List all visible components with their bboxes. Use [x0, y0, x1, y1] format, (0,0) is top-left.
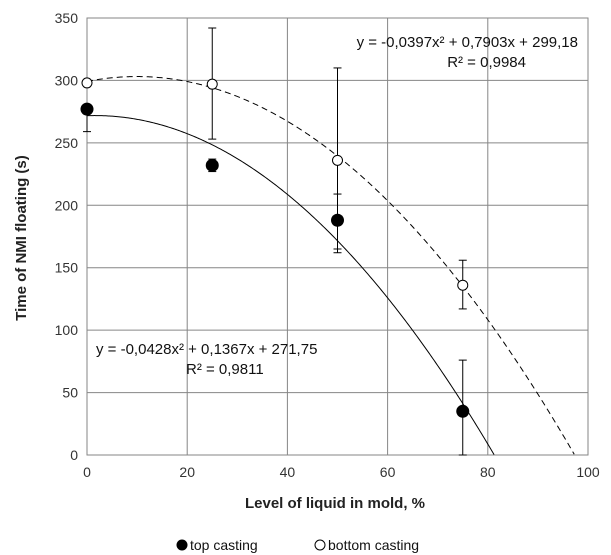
x-tick-label: 80: [480, 464, 496, 480]
point-top-casting: [80, 102, 94, 116]
y-axis-title: Time of NMI floating (s): [13, 155, 30, 321]
y-tick-label: 150: [55, 260, 79, 276]
point-bottom-casting: [206, 78, 218, 90]
point-top-casting: [456, 404, 470, 418]
tick-labels: 0 50 100 150 200 250 300 350 0 20 40 60 80 100: [55, 10, 600, 480]
legend-label-top-casting: top casting: [190, 537, 258, 553]
legend-marker-bottom-casting: [314, 539, 326, 551]
point-top-casting: [205, 158, 219, 172]
data-points: [80, 77, 470, 418]
point-bottom-casting: [457, 279, 469, 291]
y-tick-label: 250: [55, 135, 79, 151]
trendline-equation-top: y = -0,0428x² + 0,1367x + 271,75: [96, 341, 317, 358]
y-tick-label: 0: [70, 447, 78, 463]
x-tick-label: 40: [280, 464, 296, 480]
trendlines: [86, 76, 575, 455]
plot-area-border: [86, 17, 589, 456]
trendline-top-casting: [86, 115, 495, 455]
trendline-r2-bottom: R² = 0,9984: [447, 54, 526, 71]
point-bottom-casting: [332, 154, 343, 166]
legend-label-bottom-casting: bottom casting: [328, 537, 419, 553]
x-axis-title: Level of liquid in mold, %: [245, 495, 425, 512]
x-tick-label: 60: [380, 464, 396, 480]
y-tick-label: 100: [55, 322, 79, 338]
x-tick-label: 0: [83, 464, 91, 480]
y-tick-label: 200: [55, 197, 79, 213]
x-tick-label: 20: [179, 464, 195, 480]
x-tick-label: 100: [576, 464, 600, 480]
trendline-bottom-casting: [86, 76, 575, 455]
point-bottom-casting: [81, 77, 93, 89]
y-tick-label: 350: [55, 10, 79, 26]
trendline-r2-top: R² = 0,9811: [186, 361, 264, 378]
point-top-casting: [331, 213, 344, 227]
legend-marker-top-casting: [176, 539, 188, 551]
y-tick-label: 300: [55, 72, 79, 88]
y-tick-label: 50: [62, 385, 78, 401]
legend: top casting bottom casting: [176, 537, 419, 553]
trendline-equation-bottom: y = -0,0397x² + 0,7903x + 299,18: [357, 34, 578, 51]
